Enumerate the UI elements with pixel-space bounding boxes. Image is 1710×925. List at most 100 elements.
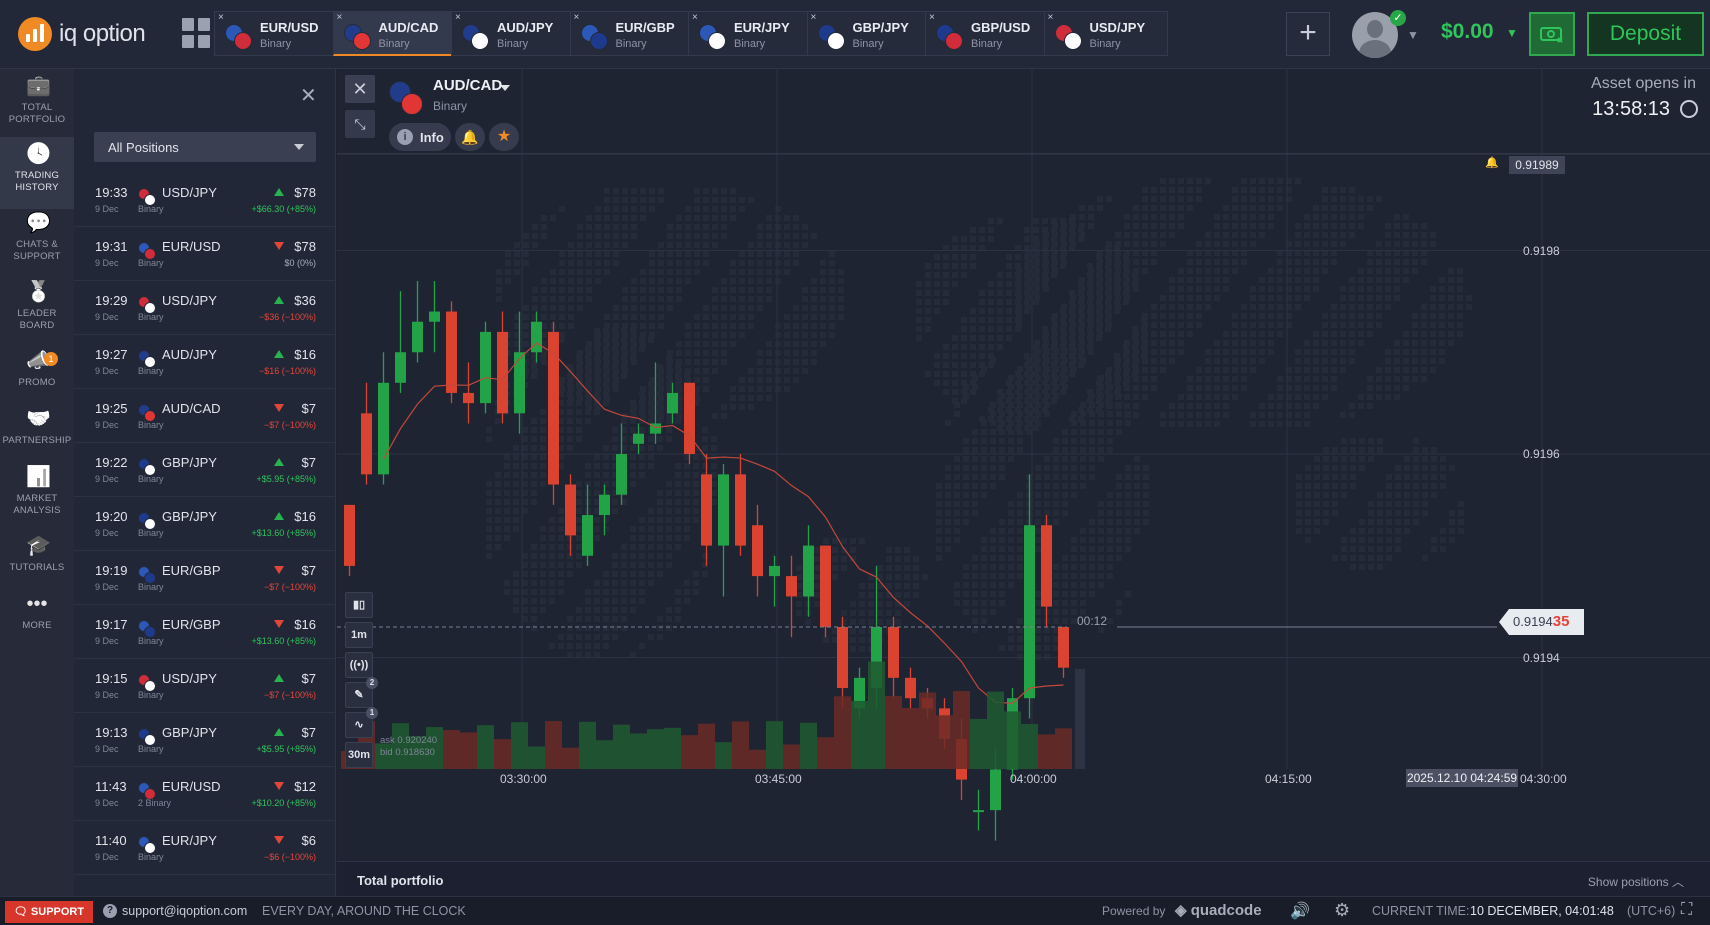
tab-close-icon[interactable]: ×	[1047, 12, 1054, 23]
signal-icon[interactable]: ((•))	[345, 652, 373, 678]
more-icon: •••	[26, 593, 48, 615]
tab-close-icon[interactable]: ×	[810, 12, 817, 23]
flag-icon	[471, 32, 489, 50]
deposit-button[interactable]: Deposit	[1587, 12, 1704, 56]
nav-label: TUTORIALS	[9, 562, 65, 573]
nav-item-more[interactable]: ••• MORE	[0, 587, 74, 659]
trade-row[interactable]: 19:33 9 Dec USD/JPY Binary $78 +$66.30 (+85%)	[74, 173, 336, 227]
volume-bar	[766, 721, 783, 769]
tab-close-icon[interactable]: ×	[336, 12, 343, 23]
trade-asset: GBP/JPY	[162, 725, 217, 740]
chart-type-button[interactable]: ▮▯	[345, 592, 373, 618]
trade-amount: $16	[294, 617, 316, 632]
nav-item-trading-history[interactable]: 🕓 TRADING HISTORY	[0, 137, 74, 209]
logo-icon	[18, 17, 52, 51]
asset-tab-aud-cad[interactable]: × AUD/CAD Binary	[332, 11, 457, 56]
alert-bell-button[interactable]: 🔔	[455, 123, 485, 151]
asset-tab-eur-jpy[interactable]: × EUR/JPY Binary	[688, 11, 812, 56]
currency-flags-icon	[138, 458, 160, 478]
nav-item-partnership[interactable]: 🤝 PARTNERSHIP	[0, 402, 74, 474]
indicators-button[interactable]: ∿ 1	[345, 707, 378, 738]
arrow-up-icon	[274, 674, 284, 682]
total-portfolio-bar[interactable]: Total portfolio Show positions ︿	[337, 861, 1710, 896]
nav-item-tutorials[interactable]: 🎓 TUTORIALS	[0, 529, 74, 601]
nav-label: HISTORY	[15, 182, 59, 193]
wallet-button[interactable]	[1529, 12, 1575, 56]
currency-flags-icon	[817, 24, 846, 50]
trade-date: 9 Dec	[95, 744, 119, 754]
nav-item-total-portfolio[interactable]: 💼 TOTAL PORTFOLIO	[0, 69, 74, 141]
balance-amount[interactable]: $0.00	[1441, 20, 1494, 43]
drawing-tools-button[interactable]: ✎ 2	[345, 677, 378, 708]
trade-asset: USD/JPY	[162, 671, 217, 686]
chart-area[interactable]: ✕ ⤡ AUD/CAD Binary i Info 🔔 ★ Asset opens…	[337, 69, 1710, 861]
trade-row[interactable]: 19:31 9 Dec EUR/USD Binary $78 $0 (0%)	[74, 227, 336, 281]
support-email[interactable]: support@iqoption.com	[122, 904, 248, 918]
nav-item-leader-board[interactable]: 🏅 LEADER BOARD	[0, 275, 74, 347]
flag-icon	[144, 356, 156, 368]
favorite-star-button[interactable]: ★	[489, 123, 519, 151]
trade-row[interactable]: 19:15 9 Dec USD/JPY Binary $7 −$7 (−100%)	[74, 659, 336, 713]
timeframe-button[interactable]: 1m	[345, 622, 373, 648]
volume-bar	[392, 723, 409, 769]
currency-flags-icon	[138, 188, 160, 208]
tab-close-icon[interactable]: ×	[692, 12, 698, 23]
info-button[interactable]: i Info	[389, 123, 451, 151]
volume-icon[interactable]: 🔊	[1290, 903, 1310, 920]
positions-filter-select[interactable]: All Positions	[94, 132, 316, 162]
chevron-down-icon[interactable]	[500, 85, 510, 91]
help-icon: ?	[103, 904, 117, 918]
add-asset-button[interactable]: +	[1286, 12, 1330, 56]
trade-row[interactable]: 19:19 9 Dec EUR/GBP Binary $7 −$7 (−100%)	[74, 551, 336, 605]
asset-tab-gbp-usd[interactable]: × GBP/USD Binary	[925, 11, 1049, 56]
trade-asset: AUD/CAD	[162, 401, 221, 416]
asset-tab-gbp-jpy[interactable]: × GBP/JPY Binary	[806, 11, 931, 56]
balance-chevron-icon[interactable]: ▼	[1506, 26, 1518, 40]
nav-item-market-analysis[interactable]: 📊 MARKET ANALYSIS	[0, 460, 74, 532]
trade-row[interactable]: 19:13 9 Dec GBP/JPY Binary $7 +$5.95 (+85%)	[74, 713, 336, 767]
currency-flags-icon	[138, 350, 160, 370]
tab-close-icon[interactable]: ×	[929, 12, 935, 23]
trade-row[interactable]: 11:40 9 Dec EUR/JPY Binary $6 −$6 (−100%)	[74, 821, 336, 875]
logo[interactable]: iq option	[18, 17, 146, 51]
asset-tab-aud-jpy[interactable]: × AUD/JPY Binary	[451, 11, 575, 56]
arrow-down-icon	[274, 404, 284, 412]
show-positions-link[interactable]: Show positions ︿	[1588, 873, 1684, 890]
asset-tab-usd-jpy[interactable]: × USD/JPY Binary	[1043, 11, 1168, 56]
trade-row[interactable]: 19:25 9 Dec AUD/CAD Binary $7 −$7 (−100%)	[74, 389, 336, 443]
fullscreen-icon[interactable]: ⛶	[1681, 901, 1693, 918]
support-button[interactable]: 🗨 SUPPORT	[5, 901, 93, 923]
trade-row[interactable]: 19:27 9 Dec AUD/JPY Binary $16 −$16 (−100%)	[74, 335, 336, 389]
close-icon[interactable]: ✕	[300, 85, 317, 107]
interval-button[interactable]: 30m	[345, 742, 373, 768]
volume-bar	[834, 696, 851, 769]
close-chart-button[interactable]: ✕	[345, 75, 375, 103]
trade-row[interactable]: 19:20 9 Dec GBP/JPY Binary $16 +$13.60 (+85%)	[74, 497, 336, 551]
tab-close-icon[interactable]: ×	[218, 12, 224, 23]
price-alert-icon[interactable]: 🔔	[1485, 157, 1499, 169]
minimize-chart-button[interactable]: ⤡	[345, 110, 375, 138]
candle-up	[514, 352, 525, 414]
nav-item-chats-support[interactable]: 💬 CHATS & SUPPORT	[0, 206, 74, 278]
tab-close-icon[interactable]: ×	[455, 12, 461, 23]
chevron-down-icon[interactable]: ▼	[1407, 28, 1419, 42]
trade-result: −$7 (−100%)	[263, 582, 316, 592]
trade-row[interactable]: 19:17 9 Dec EUR/GBP Binary $16 +$13.60 (+85%)	[74, 605, 336, 659]
trade-date: 9 Dec	[95, 474, 119, 484]
asset-name[interactable]: AUD/CAD	[433, 77, 503, 94]
trade-row[interactable]: 19:29 9 Dec USD/JPY Binary $36 −$36 (−100%)	[74, 281, 336, 335]
tab-close-icon[interactable]: ×	[573, 12, 580, 23]
info-label: Info	[420, 129, 444, 145]
trade-row[interactable]: 19:22 9 Dec GBP/JPY Binary $7 +$5.95 (+85%)	[74, 443, 336, 497]
price-chart[interactable]	[337, 69, 1710, 861]
asset-tab-eur-usd[interactable]: × EUR/USD Binary	[214, 11, 338, 56]
grid-menu-button[interactable]	[182, 18, 212, 48]
candle-up	[718, 474, 729, 546]
asset-tab-eur-gbp[interactable]: × EUR/GBP Binary	[569, 11, 694, 56]
avatar[interactable]	[1352, 12, 1398, 58]
gear-icon[interactable]: ⚙	[1334, 900, 1351, 920]
nav-item-promo[interactable]: 📣 PROMO 1	[0, 344, 74, 416]
quadcode-icon: ◈	[1175, 902, 1191, 919]
trade-row[interactable]: 11:43 9 Dec EUR/USD 2 Binary $12 +$10.20 (+85…	[74, 767, 336, 821]
trade-asset: EUR/USD	[162, 779, 221, 794]
